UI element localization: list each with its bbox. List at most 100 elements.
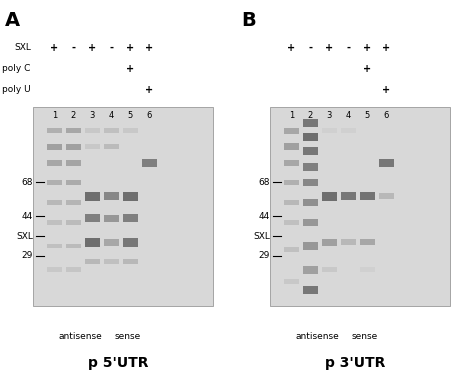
FancyBboxPatch shape bbox=[303, 219, 318, 226]
Text: +: + bbox=[145, 43, 154, 53]
Text: antisense: antisense bbox=[59, 332, 102, 341]
FancyBboxPatch shape bbox=[270, 107, 450, 306]
FancyBboxPatch shape bbox=[322, 238, 337, 246]
Text: SXL: SXL bbox=[14, 43, 31, 52]
FancyBboxPatch shape bbox=[284, 279, 299, 284]
Text: SXL: SXL bbox=[253, 231, 270, 241]
Text: +: + bbox=[145, 85, 154, 95]
Text: 6: 6 bbox=[146, 111, 152, 120]
FancyBboxPatch shape bbox=[123, 238, 138, 246]
FancyBboxPatch shape bbox=[284, 128, 299, 134]
Text: 5: 5 bbox=[365, 111, 370, 120]
FancyBboxPatch shape bbox=[284, 200, 299, 205]
FancyBboxPatch shape bbox=[379, 159, 394, 167]
FancyBboxPatch shape bbox=[360, 193, 375, 200]
FancyBboxPatch shape bbox=[47, 144, 62, 150]
FancyBboxPatch shape bbox=[284, 248, 299, 253]
FancyBboxPatch shape bbox=[104, 259, 119, 264]
Text: 44: 44 bbox=[259, 212, 270, 221]
FancyBboxPatch shape bbox=[303, 266, 318, 274]
FancyBboxPatch shape bbox=[47, 180, 62, 185]
FancyBboxPatch shape bbox=[322, 128, 337, 133]
Text: +: + bbox=[382, 85, 391, 95]
FancyBboxPatch shape bbox=[123, 259, 138, 264]
Text: SXL: SXL bbox=[16, 231, 33, 241]
Text: 68: 68 bbox=[259, 178, 270, 187]
FancyBboxPatch shape bbox=[47, 244, 62, 249]
FancyBboxPatch shape bbox=[85, 214, 100, 222]
Text: sense: sense bbox=[352, 332, 378, 341]
Text: +: + bbox=[363, 43, 372, 53]
FancyBboxPatch shape bbox=[66, 180, 81, 185]
FancyBboxPatch shape bbox=[341, 239, 356, 245]
FancyBboxPatch shape bbox=[303, 286, 318, 294]
FancyBboxPatch shape bbox=[47, 128, 62, 133]
FancyBboxPatch shape bbox=[47, 200, 62, 205]
FancyBboxPatch shape bbox=[66, 244, 81, 249]
Text: 4: 4 bbox=[346, 111, 351, 120]
Text: 1: 1 bbox=[52, 111, 57, 120]
FancyBboxPatch shape bbox=[142, 159, 157, 167]
FancyBboxPatch shape bbox=[379, 193, 394, 199]
Text: poly C: poly C bbox=[2, 64, 31, 73]
FancyBboxPatch shape bbox=[85, 128, 100, 133]
FancyBboxPatch shape bbox=[66, 200, 81, 205]
Text: 3: 3 bbox=[327, 111, 332, 120]
FancyBboxPatch shape bbox=[47, 267, 62, 272]
FancyBboxPatch shape bbox=[66, 267, 81, 272]
FancyBboxPatch shape bbox=[322, 267, 337, 272]
FancyBboxPatch shape bbox=[104, 238, 119, 246]
Text: p 5'UTR: p 5'UTR bbox=[88, 356, 149, 370]
Text: +: + bbox=[126, 43, 135, 53]
Text: B: B bbox=[242, 11, 256, 31]
FancyBboxPatch shape bbox=[85, 144, 100, 149]
Text: 1: 1 bbox=[289, 111, 294, 120]
Text: 29: 29 bbox=[22, 251, 33, 261]
FancyBboxPatch shape bbox=[47, 220, 62, 225]
Text: -: - bbox=[72, 43, 75, 53]
FancyBboxPatch shape bbox=[66, 128, 81, 133]
FancyBboxPatch shape bbox=[284, 143, 299, 150]
FancyBboxPatch shape bbox=[85, 238, 100, 246]
Text: sense: sense bbox=[115, 332, 141, 341]
Text: -: - bbox=[346, 43, 350, 53]
FancyBboxPatch shape bbox=[360, 239, 375, 245]
FancyBboxPatch shape bbox=[66, 220, 81, 225]
FancyBboxPatch shape bbox=[66, 160, 81, 165]
FancyBboxPatch shape bbox=[123, 128, 138, 133]
FancyBboxPatch shape bbox=[284, 220, 299, 225]
FancyBboxPatch shape bbox=[341, 128, 356, 133]
Text: poly U: poly U bbox=[2, 85, 31, 94]
FancyBboxPatch shape bbox=[33, 107, 213, 306]
FancyBboxPatch shape bbox=[303, 163, 318, 170]
Text: -: - bbox=[109, 43, 113, 53]
FancyBboxPatch shape bbox=[303, 147, 318, 155]
FancyBboxPatch shape bbox=[303, 119, 318, 127]
Text: -: - bbox=[309, 43, 312, 53]
FancyBboxPatch shape bbox=[360, 267, 375, 272]
FancyBboxPatch shape bbox=[85, 192, 100, 201]
Text: 4: 4 bbox=[109, 111, 114, 120]
FancyBboxPatch shape bbox=[303, 179, 318, 186]
FancyBboxPatch shape bbox=[303, 242, 318, 250]
Text: +: + bbox=[287, 43, 296, 53]
FancyBboxPatch shape bbox=[341, 193, 356, 200]
FancyBboxPatch shape bbox=[322, 192, 337, 201]
Text: 29: 29 bbox=[259, 251, 270, 261]
Text: A: A bbox=[5, 11, 20, 31]
Text: 2: 2 bbox=[308, 111, 313, 120]
FancyBboxPatch shape bbox=[85, 259, 100, 264]
FancyBboxPatch shape bbox=[104, 128, 119, 133]
FancyBboxPatch shape bbox=[104, 144, 119, 149]
FancyBboxPatch shape bbox=[123, 214, 138, 222]
FancyBboxPatch shape bbox=[47, 160, 62, 165]
Text: 2: 2 bbox=[71, 111, 76, 120]
Text: +: + bbox=[382, 43, 391, 53]
Text: 6: 6 bbox=[383, 111, 389, 120]
FancyBboxPatch shape bbox=[123, 192, 138, 201]
FancyBboxPatch shape bbox=[284, 160, 299, 165]
FancyBboxPatch shape bbox=[66, 144, 81, 150]
Text: +: + bbox=[325, 43, 334, 53]
Text: p 3'UTR: p 3'UTR bbox=[325, 356, 386, 370]
FancyBboxPatch shape bbox=[104, 193, 119, 200]
